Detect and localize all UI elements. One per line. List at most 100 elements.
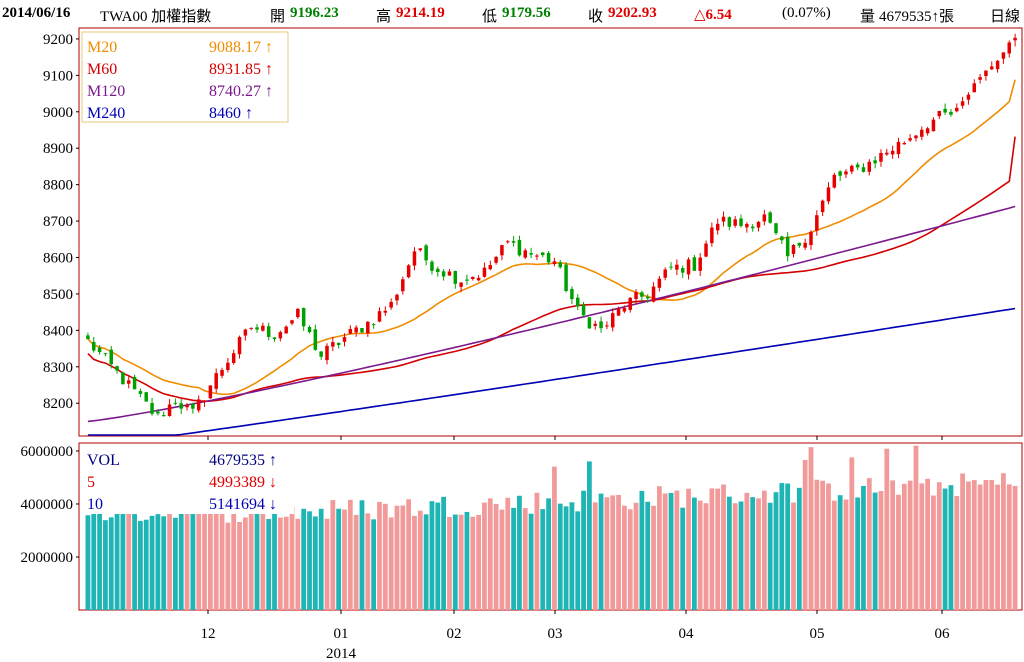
- candle-body: [406, 265, 411, 278]
- candle-body: [861, 167, 866, 172]
- candle-body: [231, 353, 236, 363]
- candle-body: [616, 308, 621, 316]
- candle-body: [132, 376, 137, 390]
- change-value: △6.54: [694, 7, 732, 23]
- volume-bar: [703, 503, 709, 610]
- chart-legends: M20 9088.17 ↑ M60 8931.85 ↑ M120 8740.27 ↑ M24…: [81, 31, 294, 514]
- candle-body: [873, 160, 877, 164]
- candle-body: [529, 253, 533, 255]
- volume-bar: [831, 500, 837, 610]
- price-axis: 8200 8300 8400 8500 8600 8700 8800 8900 9000 9100…: [43, 32, 79, 412]
- candle-body: [284, 326, 288, 334]
- volume-bar: [948, 485, 954, 610]
- volume-bar: [336, 508, 342, 610]
- candle-body: [109, 349, 113, 365]
- volume-bar: [691, 497, 697, 610]
- candle-body: [336, 342, 341, 345]
- volume-bar: [412, 515, 417, 610]
- volume-bar: [353, 514, 359, 610]
- volume-bar: [977, 484, 983, 610]
- volume-bar: [651, 505, 656, 610]
- candle-body: [622, 308, 627, 312]
- volume-bar: [301, 508, 307, 610]
- volume-bar: [406, 499, 412, 610]
- candle-body: [465, 279, 469, 281]
- volume-bar: [674, 490, 680, 610]
- candle-body: [424, 245, 428, 261]
- ma60-line: [87, 136, 1016, 403]
- ma240-line: [87, 307, 1016, 436]
- candle-body: [815, 215, 819, 231]
- volume-bar: [365, 513, 371, 610]
- x-month-label: 05: [810, 626, 825, 642]
- volume-bar: [598, 493, 604, 610]
- volume-bar: [452, 514, 458, 610]
- high-label: 高: [376, 9, 392, 25]
- volume-bar: [108, 517, 114, 610]
- volume-axis: 2000000 4000000 6000000: [21, 444, 79, 566]
- volume-bar: [394, 505, 400, 610]
- volume-bar: [750, 497, 756, 610]
- volume-bar: [330, 500, 336, 610]
- candlesticks: [86, 33, 1017, 417]
- volume-bar: [919, 483, 925, 610]
- candle-body: [570, 288, 574, 300]
- candle-body: [313, 329, 318, 350]
- ma120-line: [87, 205, 1016, 423]
- volume-bar: [359, 500, 365, 610]
- price-tick-label: 8300: [43, 360, 73, 376]
- candle-body: [575, 297, 580, 307]
- candle-body: [669, 266, 673, 268]
- candle-body: [774, 223, 778, 234]
- low-label: 低: [482, 9, 498, 25]
- volume-bar: [167, 471, 172, 610]
- volume-bar: [417, 510, 423, 610]
- candle-body: [418, 248, 423, 251]
- candle-body: [103, 353, 108, 355]
- volume-bar: [138, 520, 143, 610]
- volume-bar: [499, 509, 505, 610]
- candle-body: [657, 278, 662, 288]
- volume-bar: [709, 488, 715, 610]
- candle-body: [331, 342, 335, 347]
- candle-body: [453, 271, 458, 284]
- volume-bar: [487, 498, 493, 610]
- ma-legend-value: 8931.85 ↑: [209, 61, 273, 78]
- volume-bar: [639, 490, 645, 610]
- x-month-label: 06: [935, 626, 951, 642]
- volume-bar: [283, 516, 289, 610]
- volume-bar: [85, 515, 91, 610]
- candle-body: [867, 161, 872, 172]
- candle-body: [855, 164, 860, 168]
- volume-bar: [447, 516, 452, 610]
- candle-body: [348, 328, 353, 334]
- candle-body: [226, 362, 230, 370]
- volume-bar: [371, 519, 377, 610]
- candle-body: [610, 313, 615, 328]
- volume-bar: [522, 508, 528, 610]
- volume-bar: [103, 520, 108, 610]
- volume-bar: [534, 492, 540, 610]
- volume-bar: [207, 505, 213, 610]
- candle-body: [593, 323, 597, 326]
- candle-body: [97, 347, 102, 353]
- volume-bar: [184, 485, 190, 610]
- vol-legend-name: 5: [87, 474, 95, 491]
- volume-tick-label: 6000000: [21, 444, 74, 460]
- price-tick-label: 8900: [43, 141, 73, 157]
- ma-legend-value: 8460 ↑: [209, 105, 253, 122]
- ma20-line: [87, 79, 1016, 396]
- candle-body: [943, 108, 947, 113]
- candle-body: [220, 369, 224, 376]
- volume-bar: [896, 494, 901, 610]
- candle-body: [290, 320, 294, 324]
- volume-bar: [633, 502, 639, 610]
- volume-bar: [231, 511, 237, 610]
- volume-tick-label: 4000000: [21, 497, 74, 513]
- volume-bar: [592, 502, 598, 610]
- volume-bar: [744, 492, 750, 610]
- volume-tick-label: 2000000: [21, 550, 74, 566]
- volume-bar: [423, 514, 429, 610]
- candle-body: [395, 294, 399, 301]
